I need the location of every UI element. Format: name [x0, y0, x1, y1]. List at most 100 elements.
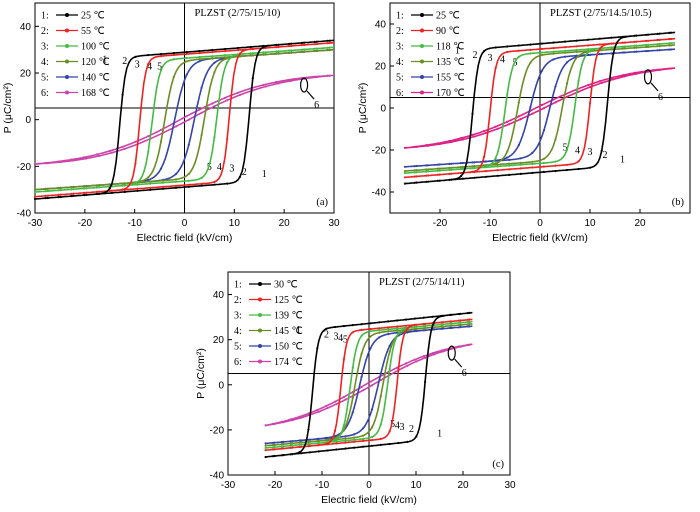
loop-point: [589, 85, 592, 89]
loop-point: [369, 327, 372, 331]
loop-point: [236, 46, 239, 50]
loop-point: [360, 323, 363, 326]
loop-point: [517, 101, 520, 104]
loop-point: [344, 437, 347, 440]
loop-point: [415, 360, 418, 363]
loop-point: [307, 445, 310, 448]
loop-point: [277, 52, 280, 55]
legend-marker: [65, 44, 69, 48]
loop-point: [645, 33, 648, 36]
loop-point: [450, 168, 453, 171]
loop-point: [44, 187, 47, 190]
loop-point: [404, 324, 407, 327]
loop-point: [353, 446, 356, 449]
loop-point: [554, 164, 557, 167]
loop-point: [44, 161, 47, 165]
loop-point: [342, 358, 345, 361]
loop-point: [187, 185, 190, 188]
loop-point: [326, 39, 329, 42]
loop-point: [275, 43, 278, 47]
curve-label: 4: [147, 61, 152, 72]
loop-point: [415, 169, 418, 172]
loop-point: [406, 364, 409, 367]
loop-point: [289, 418, 292, 421]
loop-point: [174, 172, 178, 176]
loop-point: [362, 389, 365, 392]
y-tick-label: 0: [25, 115, 31, 126]
legend-index: 4:: [234, 326, 242, 337]
loop-point: [484, 160, 488, 163]
y-tick-label: 20: [20, 69, 32, 80]
loop-point: [508, 168, 511, 171]
loop-point: [646, 33, 650, 36]
loop-point: [298, 443, 301, 446]
loop-point: [449, 320, 452, 323]
loop-point: [174, 184, 178, 187]
loop-point: [461, 165, 464, 168]
loop-point: [425, 180, 428, 183]
loop-point: [226, 57, 229, 60]
loop-point: [300, 48, 304, 51]
loop-point: [328, 48, 331, 52]
curve-label: 4: [338, 333, 343, 344]
loop-point: [422, 325, 425, 328]
loop-point: [427, 180, 430, 183]
legend-index: 3:: [396, 42, 404, 53]
loop-point: [466, 318, 470, 321]
loop-point: [200, 86, 203, 89]
loop-point: [404, 362, 407, 365]
curve-label: 2: [324, 330, 329, 341]
loop-point: [413, 181, 416, 184]
loop-point: [313, 49, 316, 53]
loop-point: [303, 48, 306, 51]
loop-point: [427, 174, 430, 177]
legend-index: 5:: [41, 73, 49, 84]
loop-point: [362, 434, 365, 437]
y-tick-label: 20: [213, 335, 225, 346]
loop-point: [658, 49, 661, 52]
loop-point: [646, 49, 650, 53]
loop-point: [264, 449, 267, 452]
loop-point: [473, 176, 476, 179]
loop-point: [85, 157, 88, 160]
loop-point: [422, 316, 425, 319]
loop-point: [360, 385, 363, 388]
loop-point: [670, 67, 673, 70]
loop-point: [123, 182, 126, 185]
loop-point: [280, 445, 283, 448]
loop-point: [344, 439, 347, 442]
loop-point: [424, 356, 427, 359]
loop-point: [379, 395, 382, 398]
chart-panel-b: -20 -10 0 10 20 -40 -20 0 20 40 Electric field (kV…: [357, 2, 691, 244]
x-tick-label: 10: [584, 218, 596, 229]
loop-point: [147, 176, 150, 179]
loop-point: [623, 35, 627, 39]
curve-label: 3: [135, 60, 140, 71]
loop-point: [432, 353, 436, 356]
loop-point: [351, 411, 354, 414]
curve-label: 1: [620, 154, 625, 165]
loop-point: [431, 352, 434, 355]
loop-point: [598, 43, 601, 46]
loop-point: [658, 38, 661, 42]
loop-point: [668, 42, 671, 45]
loop-point: [413, 327, 416, 331]
loop-point: [413, 165, 416, 168]
legend-temp: 168 ℃: [81, 88, 110, 99]
loop-point: [333, 437, 337, 440]
loop-point: [496, 159, 499, 162]
loop-point: [540, 103, 544, 107]
loop-point: [540, 69, 544, 72]
x-tick-label: -30: [28, 218, 43, 229]
loop-point: [589, 53, 592, 57]
loop-point: [251, 77, 254, 80]
loop-point: [224, 50, 227, 53]
loop-point: [172, 58, 175, 61]
curve-label: 2: [122, 56, 127, 67]
curve-label: 6: [462, 368, 467, 379]
loop-point: [307, 442, 310, 446]
loop-point: [211, 57, 214, 60]
loop-point: [289, 446, 292, 449]
loop-point: [610, 36, 613, 39]
loop-point: [413, 358, 416, 361]
